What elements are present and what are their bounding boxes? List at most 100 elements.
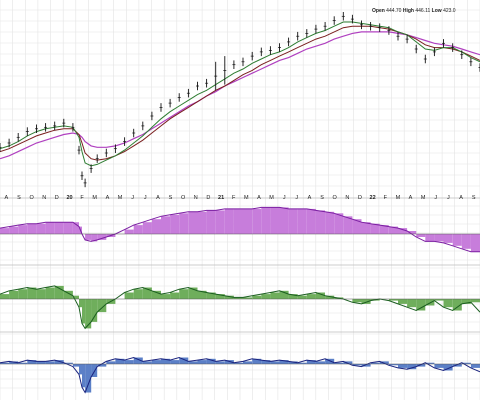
indicator-2-bar — [361, 299, 371, 304]
indicator-1-bar — [27, 223, 37, 234]
x-tick-label: M — [92, 195, 97, 201]
indicator-1-bar — [261, 207, 271, 234]
indicator-1-bar — [361, 222, 371, 234]
indicator-3-bar — [206, 358, 216, 364]
x-tick-label: A — [308, 195, 312, 201]
indicator-1-bar — [36, 223, 46, 234]
indicator-2-bar — [443, 299, 453, 308]
x-tick-label: S — [472, 195, 476, 201]
indicator-1-bar — [343, 216, 353, 234]
x-tick-label: 20 — [66, 195, 72, 201]
indicator-2-bar — [72, 295, 79, 299]
indicator-1-bar — [233, 208, 243, 234]
indicator-1-bar — [18, 225, 28, 234]
indicator-3-bar — [470, 364, 480, 368]
indicator-panel-2[interactable] — [0, 285, 480, 330]
indicator-2-bar — [243, 297, 253, 299]
ma-fast-line — [0, 21, 480, 167]
indicator-1-bar — [97, 234, 107, 240]
indicator-3-bar — [243, 361, 253, 364]
indicator-2-bar — [261, 294, 271, 299]
indicator-1-bar — [398, 228, 408, 234]
price-panel[interactable] — [0, 12, 480, 188]
x-tick-label: S — [320, 195, 324, 201]
indicator-3-bar — [188, 361, 198, 364]
x-tick-label: M — [118, 195, 123, 201]
indicator-2-bar — [416, 299, 426, 311]
indicator-3-bar — [407, 364, 417, 370]
x-tick-label: 22 — [370, 195, 376, 201]
indicator-2-bar — [133, 289, 143, 299]
indicator-2-bar — [470, 299, 480, 303]
indicator-3-bar — [452, 364, 462, 367]
x-tick-label: J — [131, 195, 134, 201]
indicator-3-bar — [124, 360, 134, 364]
indicator-3-bar — [0, 362, 10, 364]
indicator-2-bar — [82, 299, 85, 324]
indicator-1-bar — [315, 210, 325, 234]
indicator-2-bar — [288, 294, 298, 299]
indicator-2-bar — [91, 299, 98, 322]
indicator-1-bar — [443, 234, 453, 243]
indicator-3-bar — [54, 360, 64, 364]
x-tick-label: A — [257, 195, 261, 201]
x-tick-label: S — [169, 195, 173, 201]
x-tick-label: A — [409, 195, 413, 201]
indicator-1-bar — [252, 208, 262, 234]
indicator-3-bar — [443, 364, 453, 371]
indicator-1-bar — [63, 222, 73, 234]
indicator-3-bar — [297, 362, 307, 364]
indicator-3-bar — [434, 364, 444, 368]
indicator-2-bar — [388, 299, 398, 301]
open-label: Open — [372, 8, 385, 14]
x-tick-label: M — [421, 195, 426, 201]
indicator-2-bar — [297, 295, 307, 299]
x-axis: A S O N D 20 F M A M J J A S O N D 21 F M A M J J A S O N D 22 F M A M J J A… — [4, 195, 475, 201]
ohlc-readout: Open 444.70 High 446.11 Low 423.0 — [372, 8, 456, 14]
indicator-2-bar — [197, 290, 207, 299]
indicator-1-bar — [297, 208, 307, 234]
indicator-2-bar — [0, 294, 10, 299]
indicator-1-bar — [270, 207, 280, 234]
indicator-3-bar — [352, 364, 362, 366]
open-value: 444.70 — [386, 8, 402, 14]
x-tick-label: A — [156, 195, 160, 201]
x-tick-label: A — [4, 195, 8, 201]
indicator-1-bar — [188, 211, 198, 234]
indicator-3-bar — [288, 361, 298, 364]
indicator-3-bar — [36, 361, 46, 364]
indicator-1-bar — [416, 234, 426, 237]
x-tick-label: J — [447, 195, 450, 201]
indicator-panel-3[interactable] — [0, 356, 480, 394]
x-tick-label: N — [194, 195, 198, 201]
indicator-2-bar — [233, 297, 243, 299]
indicator-1-bar — [161, 216, 171, 234]
x-tick-label: D — [206, 195, 210, 201]
indicator-3-bar — [18, 362, 28, 364]
indicator-3-bar — [388, 364, 398, 366]
indicator-3-line — [0, 356, 480, 394]
indicator-3-bar — [233, 362, 243, 364]
indicator-1-bar — [170, 214, 180, 234]
indicator-1-bar — [425, 234, 435, 242]
indicator-1-bar — [179, 213, 189, 234]
indicator-3-bar — [215, 361, 225, 364]
indicator-2-bar — [270, 292, 280, 299]
indicator-1-line — [0, 206, 480, 253]
indicator-1-bar — [279, 207, 289, 234]
indicator-1-bar — [288, 208, 298, 234]
indicator-3-bar — [79, 364, 82, 375]
indicator-2-bar — [434, 299, 444, 301]
indicator-2-bar — [425, 299, 435, 306]
indicator-1-bar — [370, 223, 380, 234]
x-tick-label: J — [434, 195, 437, 201]
indicator-2-bar — [252, 295, 262, 299]
indicator-2-bar — [9, 290, 19, 299]
x-tick-label: A — [459, 195, 463, 201]
indicator-3-bar — [361, 364, 371, 367]
x-tick-label: M — [244, 195, 249, 201]
indicator-1-bar — [0, 228, 10, 234]
indicator-panel-1[interactable] — [0, 206, 480, 253]
